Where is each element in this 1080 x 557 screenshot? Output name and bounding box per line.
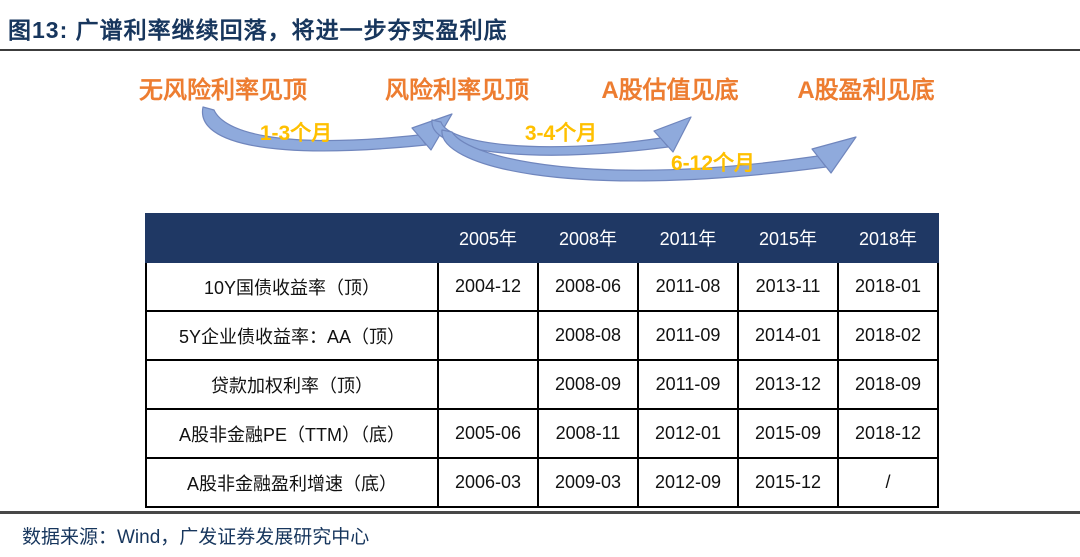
column-header-2011: 2011年 [637, 213, 739, 263]
flow-node-ashare-earnings-bottom: A股盈利见底 [797, 77, 935, 104]
table-cell: 2018-09 [837, 359, 939, 410]
table-row: 贷款加权利率（顶） 2008-09 2011-09 2013-12 2018-0… [145, 359, 939, 410]
row-label: 5Y企业债收益率：AA（顶） [145, 310, 439, 361]
table-header-row: 2005年 2008年 2011年 2015年 2018年 [145, 213, 939, 263]
table-cell: 2011-09 [637, 359, 739, 410]
table-cell: 2011-08 [637, 261, 739, 312]
curved-arrows-canvas [201, 106, 857, 182]
footer-divider [0, 511, 1080, 514]
table-cell: 2013-12 [737, 359, 839, 410]
arrow-label-1-3-months: 1-3个月 [259, 122, 333, 145]
table-cell: 2015-12 [737, 457, 839, 508]
flow-node-riskfree-rate-top: 无风险利率见顶 [139, 77, 307, 104]
table-cell: 2012-01 [637, 408, 739, 459]
title-divider [0, 49, 1080, 51]
arrow-label-6-12-months: 6-12个月 [670, 152, 756, 175]
table-cell: / [837, 457, 939, 508]
column-header-2015: 2015年 [737, 213, 839, 263]
table-cell: 2008-11 [537, 408, 639, 459]
row-label: 10Y国债收益率（顶） [145, 261, 439, 312]
table-cell: 2005-06 [437, 408, 539, 459]
table-cell: 2004-12 [437, 261, 539, 312]
table-corner-cell [145, 213, 439, 263]
row-label: A股非金融PE（TTM）（底） [145, 408, 439, 459]
table-row: 5Y企业债收益率：AA（顶） 2008-08 2011-09 2014-01 2… [145, 310, 939, 361]
column-header-2005: 2005年 [437, 213, 539, 263]
table-cell: 2008-09 [537, 359, 639, 410]
rate-transmission-diagram: 无风险利率见顶 风险利率见顶 A股估值见底 A股盈利见底 1-3个月 3-4个月… [0, 55, 1080, 210]
flow-node-risk-rate-top: 风险利率见顶 [385, 77, 529, 104]
column-header-2018: 2018年 [837, 213, 939, 263]
table-cell [437, 310, 539, 361]
arrow-label-3-4-months: 3-4个月 [524, 122, 598, 145]
table-cell: 2009-03 [537, 457, 639, 508]
row-label: 贷款加权利率（顶） [145, 359, 439, 410]
peaks-bottoms-table: 2005年 2008年 2011年 2015年 2018年 10Y国债收益率（顶… [145, 213, 939, 508]
figure-title: 图13: 广谱利率继续回落，将进一步夯实盈利底 [8, 17, 508, 43]
table-row: 10Y国债收益率（顶） 2004-12 2008-06 2011-08 2013… [145, 261, 939, 312]
table-cell: 2018-01 [837, 261, 939, 312]
table-cell: 2015-09 [737, 408, 839, 459]
table-row: A股非金融PE（TTM）（底） 2005-06 2008-11 2012-01 … [145, 408, 939, 459]
flow-node-ashare-valuation-bottom: A股估值见底 [601, 77, 739, 104]
table-cell [437, 359, 539, 410]
table-cell: 2008-08 [537, 310, 639, 361]
table-cell: 2018-02 [837, 310, 939, 361]
column-header-2008: 2008年 [537, 213, 639, 263]
data-source-note: 数据来源：Wind，广发证券发展研究中心 [22, 527, 370, 548]
table-cell: 2018-12 [837, 408, 939, 459]
curved-arrow-6-12-months-icon [441, 129, 857, 182]
table-cell: 2008-06 [537, 261, 639, 312]
table-cell: 2011-09 [637, 310, 739, 361]
table-row: A股非金融盈利增速（底） 2006-03 2009-03 2012-09 201… [145, 457, 939, 508]
table-cell: 2014-01 [737, 310, 839, 361]
table-cell: 2013-11 [737, 261, 839, 312]
table-cell: 2012-09 [637, 457, 739, 508]
table-cell: 2006-03 [437, 457, 539, 508]
row-label: A股非金融盈利增速（底） [145, 457, 439, 508]
